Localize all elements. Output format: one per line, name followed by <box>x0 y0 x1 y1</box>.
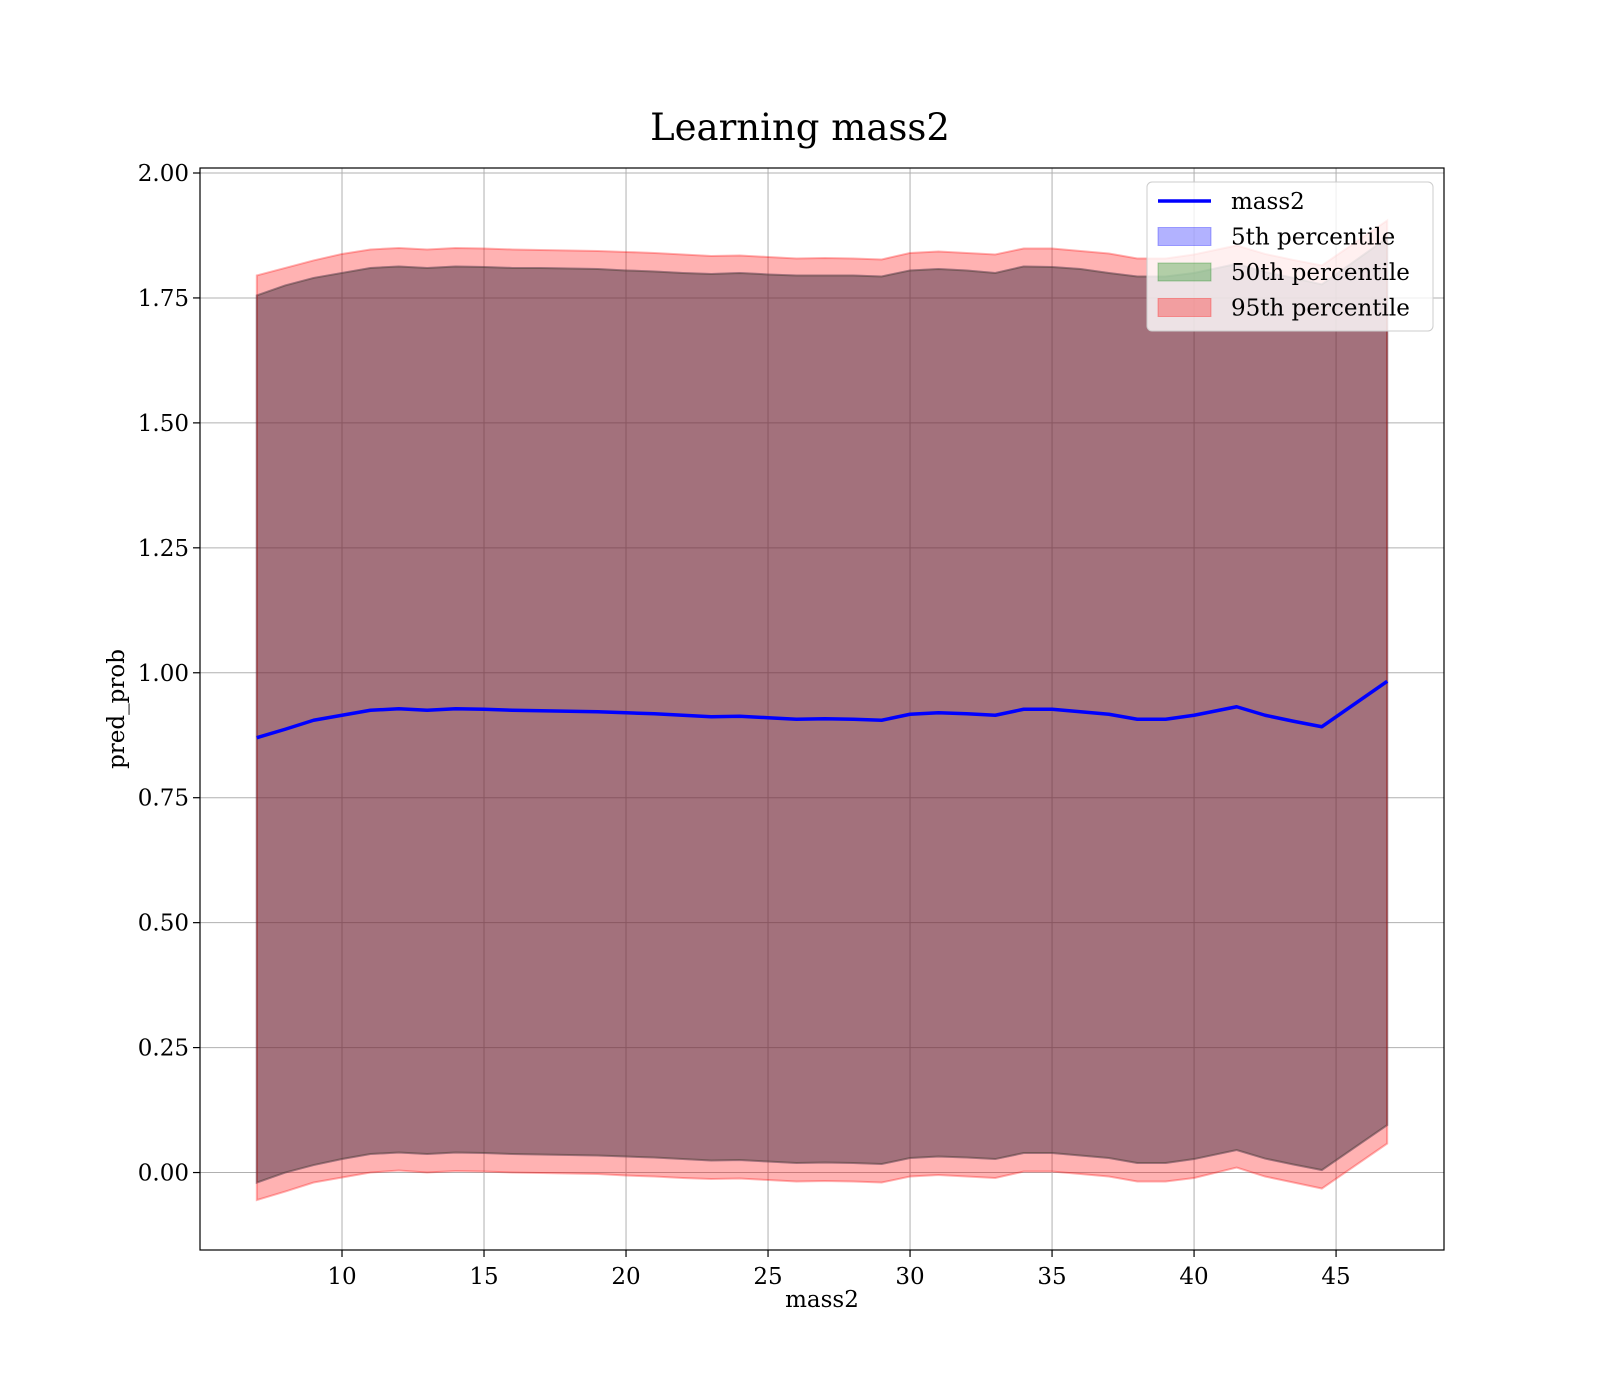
legend-label-95th-percentile: 95th percentile <box>1231 296 1410 322</box>
legend-swatch-95th-percentile <box>1157 298 1212 317</box>
x-tick-label: 35 <box>1037 1264 1066 1290</box>
band-95th-percentile <box>255 218 1389 1202</box>
y-tick-label: 1.00 <box>138 661 189 687</box>
legend-swatch-5th-percentile <box>1157 227 1212 246</box>
x-axis-label: mass2 <box>785 1287 859 1313</box>
y-ticks: 0.00 0.25 0.50 0.75 1.00 1.25 1.50 1.75 2.00 <box>138 161 200 1187</box>
chart-title: Learning mass2 <box>650 106 950 149</box>
y-tick-label: 1.50 <box>138 411 189 437</box>
x-tick-label: 15 <box>469 1264 498 1290</box>
x-tick-label: 20 <box>611 1264 640 1290</box>
x-ticks: 10 15 20 25 30 35 40 45 <box>327 1250 1351 1290</box>
y-tick-label: 0.75 <box>138 786 189 812</box>
y-tick-label: 0.00 <box>138 1161 189 1187</box>
legend-box <box>1146 181 1434 332</box>
legend-swatch-50th-percentile <box>1157 262 1212 282</box>
legend-label-5th-percentile: 5th percentile <box>1231 225 1395 251</box>
y-tick-label: 0.25 <box>138 1036 189 1062</box>
x-tick-label: 30 <box>895 1264 924 1290</box>
x-tick-label: 45 <box>1321 1264 1350 1290</box>
x-tick-label: 25 <box>753 1264 782 1290</box>
band-50th-percentile <box>255 236 1389 1184</box>
x-tick-label: 40 <box>1179 1264 1208 1290</box>
y-axis-label: pred_prob <box>104 649 130 769</box>
plot-frame <box>199 167 1445 1251</box>
legend: mass2 5th percentile 50th percentile 95th p… <box>1146 181 1434 332</box>
bands <box>255 218 1389 1202</box>
y-tick-label: 1.25 <box>138 536 189 562</box>
series-line-mass2 <box>256 679 1389 740</box>
y-tick-label: 2.00 <box>138 161 189 187</box>
legend-label-50th-percentile: 50th percentile <box>1231 260 1410 286</box>
x-tick-label: 10 <box>327 1264 356 1290</box>
y-tick-label: 0.50 <box>138 911 189 937</box>
y-tick-label: 1.75 <box>138 286 189 312</box>
legend-label-mass2: mass2 <box>1231 189 1305 215</box>
band-5th-percentile <box>255 236 1389 1184</box>
lines <box>256 679 1389 740</box>
